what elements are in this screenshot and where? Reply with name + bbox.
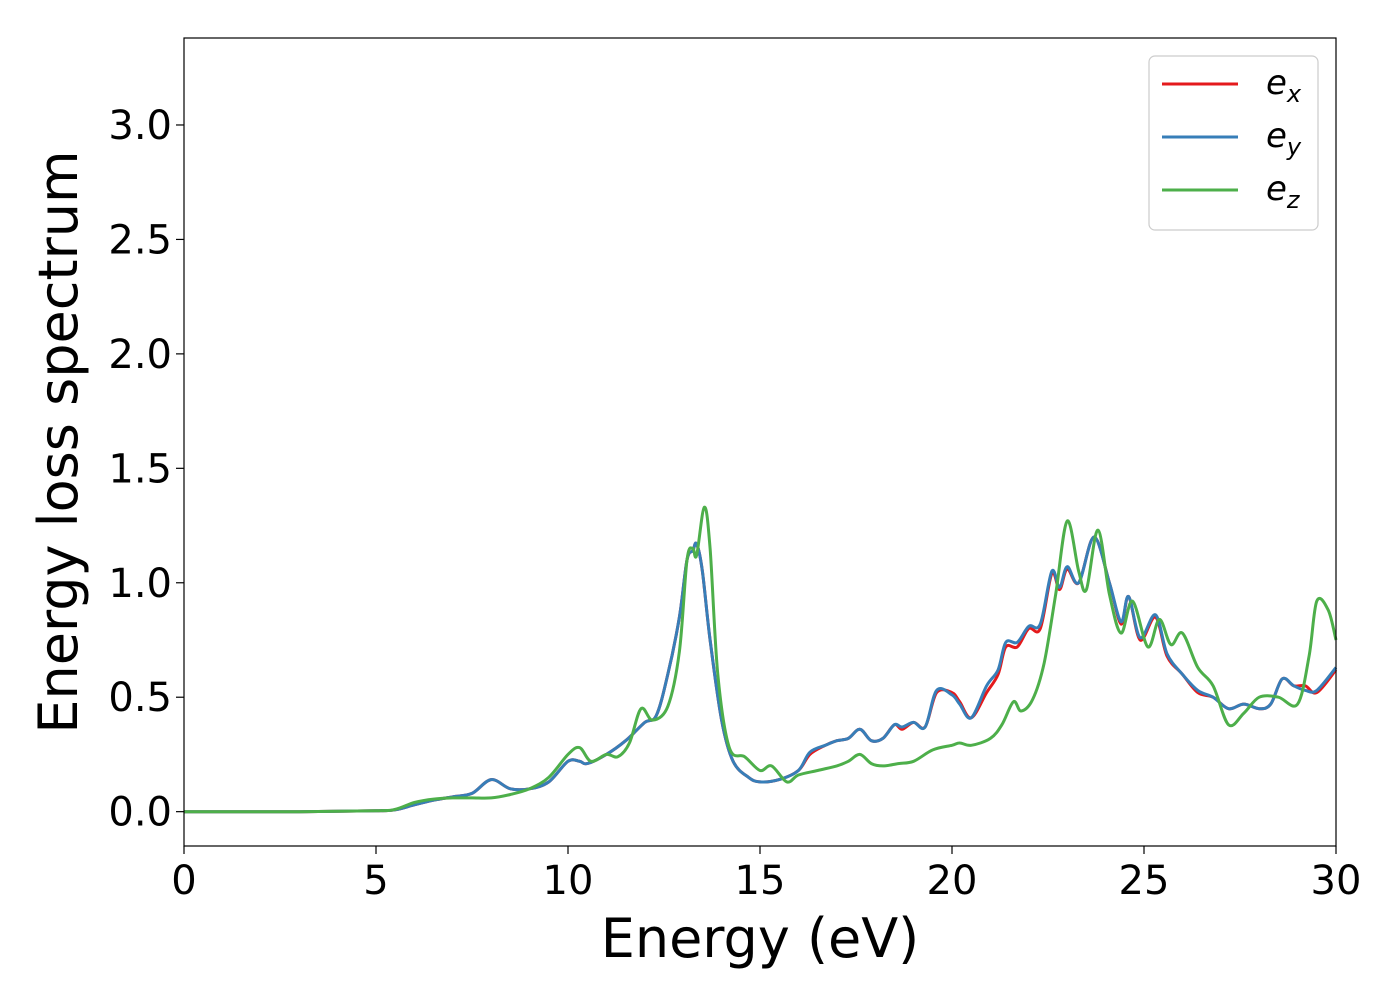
y-tick-label: 2.0 (108, 332, 172, 378)
y-tick-label: 2.5 (108, 217, 172, 263)
legend-label-e-y: ey (1266, 116, 1302, 161)
y-tick-label: 1.5 (108, 446, 172, 492)
x-tick-label: 5 (363, 858, 388, 904)
x-tick-label: 10 (543, 858, 594, 904)
x-tick-label: 15 (735, 858, 786, 904)
series-line-e-y (183, 535, 1338, 814)
x-tick-label: 0 (171, 858, 196, 904)
y-axis-label: Energy loss spectrum (27, 150, 90, 733)
x-tick-label: 25 (1119, 858, 1170, 904)
legend-label-e-x: ex (1266, 63, 1302, 108)
y-tick-label: 0.0 (108, 790, 172, 836)
legend-label-e-z: ez (1266, 169, 1301, 214)
legend-box (1148, 55, 1319, 231)
series-line-e-z (183, 505, 1338, 814)
y-tick-label: 3.0 (108, 103, 172, 149)
legend: ex ey ez (1148, 55, 1319, 231)
y-axis: 0.0 0.5 1.0 1.5 2.0 2.5 3.0 (108, 103, 184, 836)
x-axis: 0 5 10 15 20 25 30 (171, 846, 1361, 904)
x-tick-label: 30 (1311, 858, 1362, 904)
y-tick-label: 1.0 (108, 561, 172, 607)
y-tick-label: 0.5 (108, 675, 172, 721)
x-axis-label: Energy (eV) (601, 907, 920, 970)
x-tick-label: 20 (927, 858, 978, 904)
series-layer (183, 505, 1338, 814)
